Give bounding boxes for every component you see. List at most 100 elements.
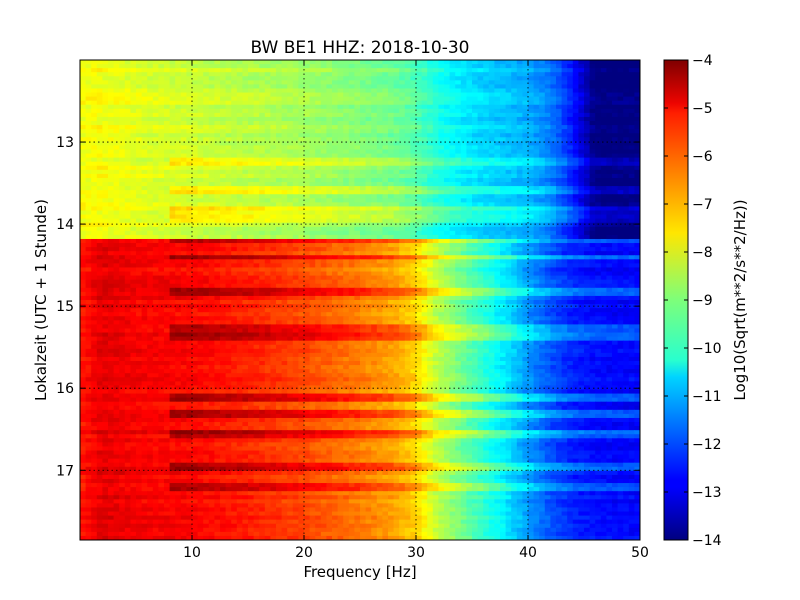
heatmap-cell <box>488 112 495 118</box>
heatmap-cell <box>567 80 574 86</box>
heatmap-cell <box>130 247 137 252</box>
heatmap-cell <box>141 251 148 256</box>
heatmap-cell <box>231 104 238 110</box>
heatmap-cell <box>214 190 221 195</box>
heatmap-cell <box>343 108 350 114</box>
heatmap-cell <box>147 165 154 171</box>
heatmap-cell <box>119 259 126 264</box>
heatmap-cell <box>337 238 344 244</box>
heatmap-cell <box>85 255 92 260</box>
heatmap-cell <box>169 116 176 122</box>
heatmap-cell <box>220 116 227 122</box>
heatmap-cell <box>455 100 462 106</box>
heatmap-cell <box>393 182 400 187</box>
heatmap-cell <box>80 157 87 163</box>
heatmap-cell <box>304 198 311 203</box>
heatmap-cell <box>522 68 529 73</box>
heatmap-cell <box>416 92 423 98</box>
heatmap-cell <box>584 96 591 102</box>
heatmap-cell <box>203 96 210 102</box>
heatmap-cell <box>606 182 613 187</box>
heatmap-cell <box>488 64 495 69</box>
heatmap-cell <box>376 84 383 90</box>
heatmap-cell <box>595 133 602 138</box>
heatmap-cell <box>220 149 227 155</box>
heatmap-cell <box>276 259 283 264</box>
heatmap-cell <box>248 234 255 240</box>
heatmap-cell <box>276 182 283 187</box>
heatmap-cell <box>225 251 232 256</box>
heatmap-cell <box>343 80 350 86</box>
heatmap-cell <box>337 92 344 98</box>
heatmap-cell <box>354 116 361 122</box>
heatmap-cell <box>516 186 523 191</box>
heatmap-cell <box>158 255 165 260</box>
heatmap-cell <box>348 202 355 208</box>
heatmap-cell <box>623 218 630 224</box>
heatmap-cell <box>360 137 367 142</box>
heatmap-cell <box>617 125 624 130</box>
heatmap-cell <box>634 243 640 248</box>
heatmap-cell <box>516 255 523 260</box>
heatmap-cell <box>197 96 204 102</box>
heatmap-cell <box>130 72 137 77</box>
heatmap-cell <box>600 190 607 195</box>
heatmap-cell <box>147 177 154 183</box>
heatmap-cell <box>186 76 193 81</box>
heatmap-cell <box>292 206 299 212</box>
heatmap-cell <box>634 161 640 167</box>
heatmap-cell <box>567 202 574 208</box>
heatmap-cell <box>623 206 630 212</box>
heatmap-cell <box>427 149 434 155</box>
heatmap-cell <box>236 112 243 118</box>
heatmap-cell <box>505 202 512 208</box>
heatmap-cell <box>388 206 395 212</box>
heatmap-cell <box>399 243 406 248</box>
heatmap-cell <box>416 210 423 216</box>
heatmap-cell <box>393 251 400 256</box>
heatmap-cell <box>421 234 428 240</box>
heatmap-cell <box>505 210 512 216</box>
heatmap-cell <box>449 84 456 90</box>
heatmap-cell <box>528 88 535 94</box>
heatmap-cell <box>416 247 423 252</box>
heatmap-cell <box>203 137 210 142</box>
heatmap-cell <box>231 259 238 264</box>
heatmap-cell <box>175 169 182 175</box>
heatmap-cell <box>175 121 182 126</box>
heatmap-cell <box>152 194 159 199</box>
heatmap-cell <box>315 60 322 65</box>
heatmap-cell <box>427 141 434 147</box>
heatmap-cell <box>371 243 378 248</box>
heatmap-cell <box>511 226 518 232</box>
heatmap-cell <box>404 186 411 191</box>
heatmap-cell <box>130 161 137 167</box>
heatmap-cell <box>102 177 109 183</box>
heatmap-cell <box>180 210 187 216</box>
heatmap-cell <box>298 218 305 224</box>
heatmap-cell <box>309 80 316 86</box>
heatmap-cell <box>399 182 406 187</box>
heatmap-cell <box>287 157 294 163</box>
heatmap-cell <box>505 251 512 256</box>
heatmap-cell <box>164 145 171 151</box>
heatmap-cell <box>404 133 411 138</box>
heatmap-cell <box>612 186 619 191</box>
heatmap-cell <box>500 186 507 191</box>
heatmap-cell <box>253 68 260 73</box>
heatmap-cell <box>315 96 322 102</box>
heatmap-cell <box>365 182 372 187</box>
heatmap-cell <box>544 238 551 244</box>
heatmap-cell <box>584 230 591 236</box>
heatmap-cell <box>483 190 490 195</box>
heatmap-cell <box>337 218 344 224</box>
heatmap-cell <box>416 149 423 155</box>
heatmap-cell <box>494 104 501 110</box>
heatmap-cell <box>337 190 344 195</box>
heatmap-cell <box>326 129 333 134</box>
heatmap-cell <box>253 141 260 147</box>
heatmap-cell <box>623 238 630 244</box>
heatmap-cell <box>158 145 165 151</box>
heatmap-cell <box>208 234 215 240</box>
heatmap-cell <box>360 210 367 216</box>
